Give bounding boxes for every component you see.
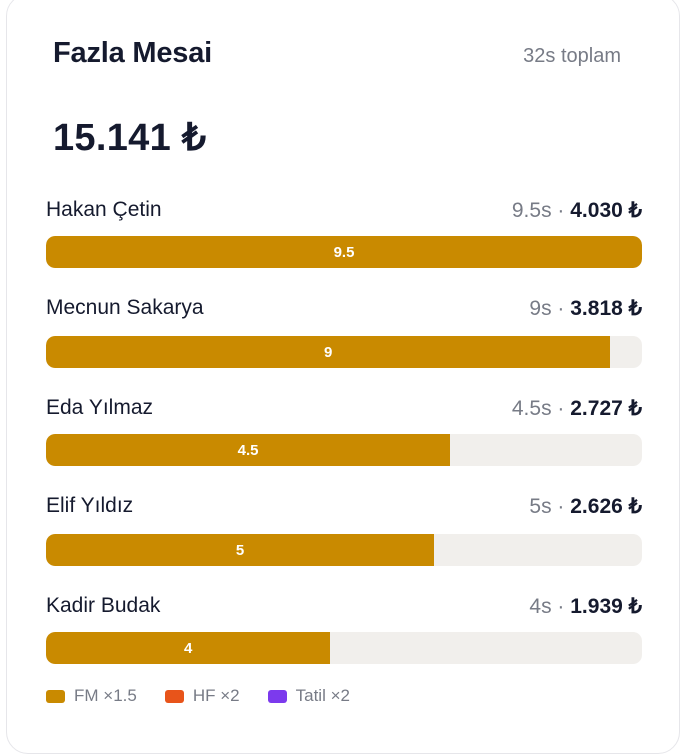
employee-hours: 9s — [529, 297, 552, 320]
employee-meta: 4s · 1.939 ₺ — [529, 594, 642, 619]
meta-separator: · — [551, 397, 571, 420]
employee-hours: 4.5s — [511, 397, 552, 420]
employee-amount: 2.626 ₺ — [570, 495, 642, 518]
employee-amount: 4.030 ₺ — [570, 199, 642, 222]
meta-separator: · — [551, 495, 571, 518]
hours-bar-fill: 5 — [46, 534, 434, 566]
employee-hours: 4s — [529, 595, 552, 618]
employee-name: Mecnun Sakarya — [46, 296, 204, 319]
hours-bar-track: 5 — [46, 534, 642, 566]
employee-name: Elif Yıldız — [46, 494, 134, 517]
legend-item-tatil: Tatil ×2 — [267, 686, 350, 706]
hours-bar-fill: 4.5 — [46, 434, 451, 466]
employee-name: Kadir Budak — [46, 594, 161, 617]
meta-separator: · — [551, 199, 571, 222]
legend-swatch — [46, 689, 65, 703]
legend: FM ×1.5 HF ×2 Tatil ×2 — [46, 686, 350, 706]
hours-bar-label: 5 — [235, 541, 245, 559]
employee-row: Mecnun Sakarya 9s · 3.818 ₺ 9 — [46, 296, 642, 368]
hours-bar-track: 9.5 — [46, 236, 642, 268]
hours-bar-track: 4.5 — [46, 434, 642, 466]
card-title: Fazla Mesai — [53, 37, 212, 69]
employee-row: Elif Yıldız 5s · 2.626 ₺ 5 — [46, 494, 642, 566]
hours-bar-label: 9.5 — [333, 243, 355, 261]
employee-name: Hakan Çetin — [46, 198, 162, 221]
hours-bar-fill: 4 — [46, 632, 331, 664]
legend-item-hf: HF ×2 — [164, 686, 240, 706]
employee-hours: 9.5s — [511, 199, 552, 222]
hours-bar-label: 9 — [324, 343, 333, 361]
overtime-card: Fazla Mesai 32s toplam 15.141 ₺ — [6, 0, 680, 754]
employee-row: Eda Yılmaz 4.5s · 2.727 ₺ 4.5 — [46, 396, 642, 466]
employee-meta: 9s · 3.818 ₺ — [529, 296, 642, 321]
total-hours: 32s toplam — [523, 45, 621, 67]
employee-name: Eda Yılmaz — [46, 396, 153, 419]
hours-bar-label: 4 — [183, 639, 193, 657]
meta-separator: · — [551, 297, 571, 320]
employee-amount: 1.939 ₺ — [570, 595, 642, 618]
employee-meta: 4.5s · 2.727 ₺ — [512, 396, 642, 421]
hours-bar-track: 4 — [46, 632, 642, 664]
legend-swatch — [267, 689, 287, 703]
legend-label: HF ×2 — [192, 686, 240, 705]
employee-meta: 9.5s · 4.030 ₺ — [512, 198, 642, 223]
legend-label: FM ×1.5 — [74, 686, 137, 705]
employee-meta: 5s · 2.626 ₺ — [529, 494, 642, 519]
employee-amount: 2.727 ₺ — [570, 397, 642, 420]
legend-label: Tatil ×2 — [295, 686, 350, 705]
total-amount: 15.141 ₺ — [53, 117, 207, 159]
employee-amount: 3.818 ₺ — [570, 297, 642, 320]
hours-bar-fill: 9.5 — [46, 236, 642, 268]
meta-separator: · — [551, 595, 571, 618]
hours-bar-label: 4.5 — [237, 441, 259, 459]
employee-row: Hakan Çetin 9.5s · 4.030 ₺ 9.5 — [46, 198, 642, 268]
employee-row: Kadir Budak 4s · 1.939 ₺ 4 — [46, 594, 642, 664]
employee-hours: 5s — [529, 495, 552, 518]
hours-bar-track: 9 — [46, 336, 642, 368]
legend-item-fm: FM ×1.5 — [46, 686, 137, 706]
legend-swatch — [164, 689, 184, 703]
hours-bar-fill: 9 — [46, 336, 611, 368]
